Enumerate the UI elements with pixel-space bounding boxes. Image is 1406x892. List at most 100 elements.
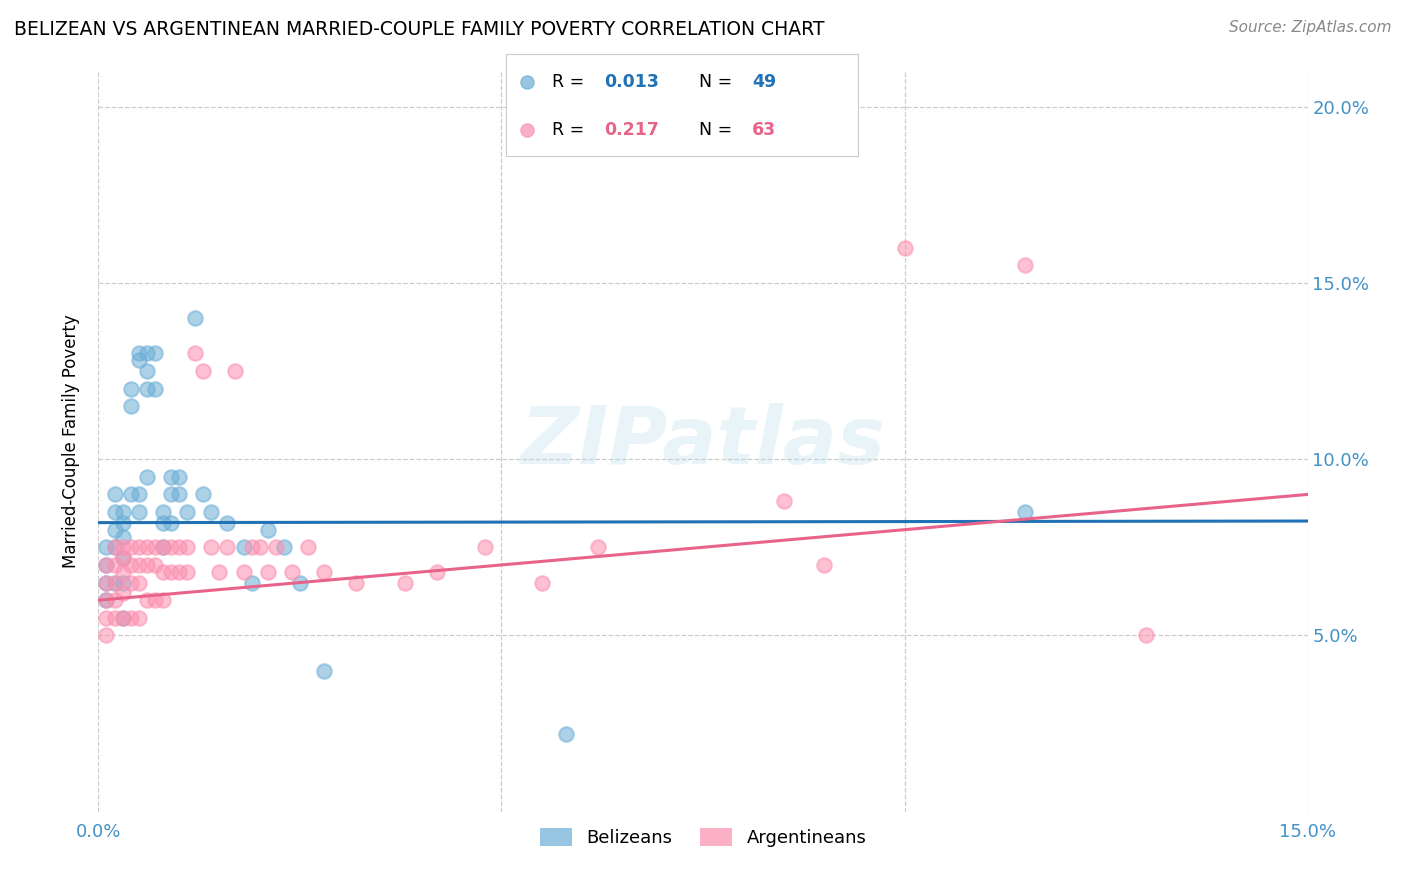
Point <box>273 541 295 555</box>
Point <box>135 541 157 555</box>
Point <box>143 558 166 572</box>
Point <box>184 311 207 326</box>
Point <box>120 541 142 555</box>
Point <box>120 611 142 625</box>
Point <box>103 558 125 572</box>
Point <box>232 565 254 579</box>
Point <box>240 541 263 555</box>
Point <box>256 565 278 579</box>
Point <box>152 541 174 555</box>
Legend: Belizeans, Argentineans: Belizeans, Argentineans <box>533 822 873 855</box>
Point <box>96 575 118 590</box>
Point <box>813 558 835 572</box>
Point <box>217 516 239 530</box>
Text: ZIPatlas: ZIPatlas <box>520 402 886 481</box>
Point <box>96 593 118 607</box>
Point <box>111 541 134 555</box>
Point <box>160 516 183 530</box>
Point <box>128 558 150 572</box>
Point <box>111 586 134 600</box>
Text: R =: R = <box>551 121 589 139</box>
Point <box>111 516 134 530</box>
Point <box>555 727 578 741</box>
Point <box>143 346 166 360</box>
Text: Source: ZipAtlas.com: Source: ZipAtlas.com <box>1229 20 1392 35</box>
Point <box>143 593 166 607</box>
Y-axis label: Married-Couple Family Poverty: Married-Couple Family Poverty <box>62 315 80 568</box>
Point <box>120 558 142 572</box>
Point <box>160 487 183 501</box>
Point <box>288 575 311 590</box>
Point <box>160 565 183 579</box>
Point <box>96 575 118 590</box>
Point <box>103 505 125 519</box>
Point <box>167 487 190 501</box>
Point <box>128 505 150 519</box>
Point <box>184 346 207 360</box>
Point <box>111 550 134 565</box>
Point <box>103 541 125 555</box>
Point <box>111 565 134 579</box>
Point <box>1014 258 1036 272</box>
Point <box>217 541 239 555</box>
Point <box>128 575 150 590</box>
Point <box>120 382 142 396</box>
Point <box>103 523 125 537</box>
Point <box>96 628 118 642</box>
Point <box>530 575 553 590</box>
Point <box>120 399 142 413</box>
Point <box>256 523 278 537</box>
Point <box>111 611 134 625</box>
Point <box>893 241 915 255</box>
Point <box>111 505 134 519</box>
Point <box>264 541 287 555</box>
Point <box>160 470 183 484</box>
Point <box>128 541 150 555</box>
Point <box>135 382 157 396</box>
Point <box>160 541 183 555</box>
Point <box>152 516 174 530</box>
Point <box>193 487 215 501</box>
Point <box>281 565 304 579</box>
Text: BELIZEAN VS ARGENTINEAN MARRIED-COUPLE FAMILY POVERTY CORRELATION CHART: BELIZEAN VS ARGENTINEAN MARRIED-COUPLE F… <box>14 20 824 38</box>
Point <box>249 541 271 555</box>
Text: R =: R = <box>551 73 589 91</box>
Point <box>111 575 134 590</box>
Point <box>586 541 609 555</box>
Point <box>128 487 150 501</box>
Point <box>314 565 336 579</box>
Text: 0.013: 0.013 <box>605 73 659 91</box>
Point <box>135 558 157 572</box>
Text: 0.217: 0.217 <box>605 121 659 139</box>
Text: 63: 63 <box>752 121 776 139</box>
Point <box>152 505 174 519</box>
Point <box>135 364 157 378</box>
Point <box>152 593 174 607</box>
Text: N =: N = <box>700 73 738 91</box>
Point <box>111 550 134 565</box>
Point <box>167 541 190 555</box>
Point <box>152 541 174 555</box>
Point <box>232 541 254 555</box>
Point <box>128 353 150 368</box>
Point <box>96 558 118 572</box>
Point <box>96 611 118 625</box>
Point <box>208 565 231 579</box>
Point <box>128 346 150 360</box>
Point <box>200 541 222 555</box>
Point <box>314 664 336 678</box>
Point <box>193 364 215 378</box>
Point <box>135 470 157 484</box>
Point <box>96 558 118 572</box>
Point <box>103 575 125 590</box>
Point <box>103 611 125 625</box>
Point <box>143 541 166 555</box>
Point <box>167 470 190 484</box>
Point <box>240 575 263 590</box>
Point <box>1014 505 1036 519</box>
Point <box>516 75 538 89</box>
Point <box>426 565 449 579</box>
Point <box>128 611 150 625</box>
Point <box>103 541 125 555</box>
Point <box>96 593 118 607</box>
